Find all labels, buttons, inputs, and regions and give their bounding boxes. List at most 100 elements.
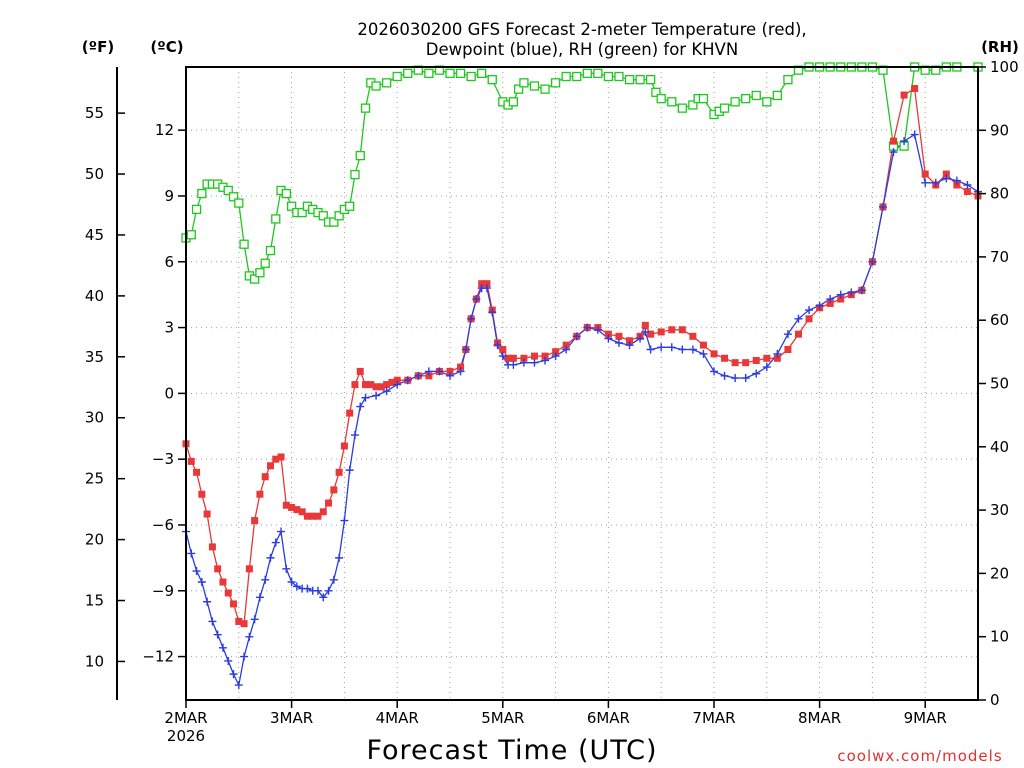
dewpoint-point [435,367,444,376]
rh-tick-label: 40 [990,438,1009,456]
rh-point [350,169,360,180]
dewpoint-point [826,295,835,304]
rh-tick-label: 90 [990,121,1009,139]
temperature-point [377,383,385,391]
dewpoint-point [482,284,491,293]
temperature-point [626,337,634,345]
celsius-tick-label: 9 [164,187,174,205]
temperature-point [261,473,269,481]
rh-point [519,78,529,88]
rh-point [667,97,677,107]
rh-point [197,188,207,199]
celsius-tick-label: 12 [155,121,174,139]
fahrenheit-tick-label: 35 [85,348,104,366]
temperature-point [293,506,301,514]
rh-point [334,211,344,221]
dewpoint-point [250,615,259,624]
temperature-point [478,280,486,288]
dewpoint-point [314,586,322,595]
temperature-point [911,84,919,92]
rh-point [271,214,281,224]
rh-point [614,71,624,82]
rh-point [751,90,761,101]
x-tick-label: 7MAR [692,709,735,727]
temperature-point [303,512,311,520]
rh-tick-label: 20 [990,564,1009,582]
temperature-point [446,367,454,375]
dewpoint-point [345,466,354,475]
fahrenheit-tick-label: 25 [85,470,104,488]
temperature-point [710,350,718,358]
rh-point [234,198,244,208]
temperature-point [325,499,333,507]
temperature-point [240,620,248,628]
rh-series-line [185,66,978,280]
celsius-tick-label: −3 [152,450,174,468]
temperature-point [784,346,792,354]
fahrenheit-tick-label: 15 [85,592,104,610]
dewpoint-point [699,349,708,358]
dewpoint-point [783,330,792,339]
dewpoint-point [847,288,856,297]
temperature-series-line [185,87,979,625]
x-tick-label: 4MAR [376,709,419,727]
rh-tick-label: 30 [990,501,1009,519]
temperature-point [657,328,665,336]
dewpoint-point [287,577,296,586]
temperature-point [615,332,623,340]
celsius-tick-label: 3 [164,319,174,337]
temperature-point [356,367,364,375]
temperature-point [298,508,306,516]
dewpoint-point [282,564,291,573]
dewpoint-point [393,380,402,389]
rh-point [265,245,276,256]
x-tick-label: 9MAR [904,709,947,727]
rh-point [719,103,730,113]
rh-point [186,230,196,240]
rh-point [550,78,561,88]
dewpoint-point [356,402,365,411]
dewpoint-point [900,137,909,146]
dewpoint-point [488,308,497,317]
dewpoint-point [403,376,412,385]
dewpoint-point [551,352,560,361]
rh-unit-label: (RH) [981,38,1019,56]
dewpoint-point [741,374,750,383]
dewpoint-point [277,527,286,536]
plot-frame [185,66,979,701]
temperature-point [425,372,433,380]
dewpoint-point [213,630,222,639]
rh-point [191,204,202,215]
rh-point [529,81,540,91]
x-axis-title: Forecast Time (UTC) [366,735,657,766]
dewpoint-point [530,358,539,367]
temperature-point [562,341,570,349]
dewpoint-point [921,178,930,187]
dewpoint-point [657,343,666,352]
rh-point [624,75,635,85]
fahrenheit-tick-label: 50 [85,165,104,183]
dewpoint-point [942,174,951,183]
temperature-point [921,170,929,178]
dewpoint-point [910,130,919,139]
x-tick-label: 6MAR [587,709,630,727]
dewpoint-point [509,360,518,369]
temperature-point [826,299,834,307]
dewpoint-point [446,371,454,380]
celsius-unit-label: (ºC) [150,38,183,56]
dewpoint-point [493,341,502,350]
dewpoint-point [197,577,206,586]
dewpoint-point [931,178,940,187]
rh-point [561,71,571,82]
x-tick-sublabel: 2026 [167,727,205,745]
temperature-point [483,280,491,288]
temperature-point [805,315,813,323]
rh-point [392,71,402,82]
rh-point [318,211,328,221]
celsius-tick-label: −12 [142,648,174,666]
rh-tick-label: 0 [990,691,1000,709]
dewpoint-point [271,538,280,547]
temperature-point [214,565,222,573]
